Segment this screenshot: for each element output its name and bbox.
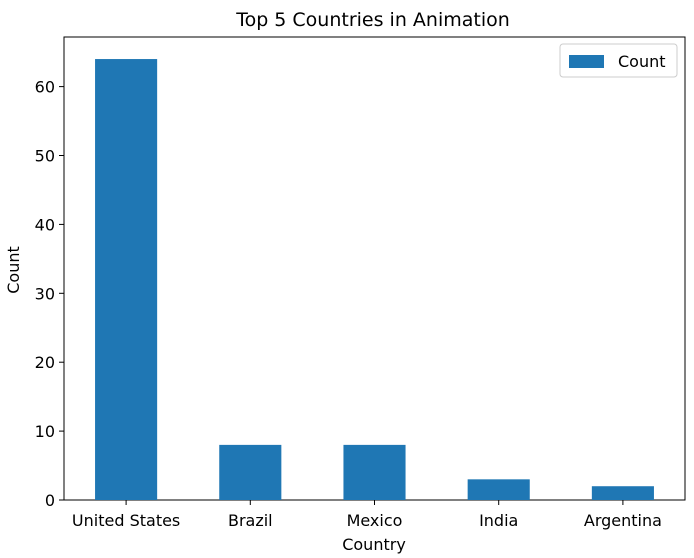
legend: Count (559, 43, 678, 78)
y-axis: 0 10 20 30 40 50 60 (35, 78, 64, 510)
y-tick-label: 10 (35, 422, 55, 441)
legend-label: Count (618, 52, 666, 71)
y-tick-label: 30 (35, 284, 55, 303)
bars (95, 59, 654, 501)
bar (591, 486, 654, 500)
chart-title: Top 5 Countries in Animation (235, 9, 510, 31)
x-axis: United States Brazil Mexico India Argentina (72, 500, 662, 530)
bar (95, 59, 158, 501)
y-tick-label: 50 (35, 147, 55, 166)
legend-swatch (569, 55, 604, 68)
y-tick-label: 0 (45, 491, 55, 510)
y-tick-label: 20 (35, 353, 55, 372)
y-tick-label: 60 (35, 78, 55, 97)
legend-box (559, 43, 678, 78)
bar (467, 479, 530, 500)
bar (219, 444, 282, 500)
x-tick-label: Mexico (347, 511, 403, 530)
x-tick-label: India (479, 511, 518, 530)
x-axis-label: Country (342, 535, 406, 554)
x-tick-label: Argentina (584, 511, 662, 530)
bar (343, 444, 406, 500)
x-tick-label: Brazil (228, 511, 273, 530)
x-tick-label: United States (72, 511, 180, 530)
y-tick-label: 40 (35, 215, 55, 234)
y-axis-label: Count (4, 246, 23, 294)
